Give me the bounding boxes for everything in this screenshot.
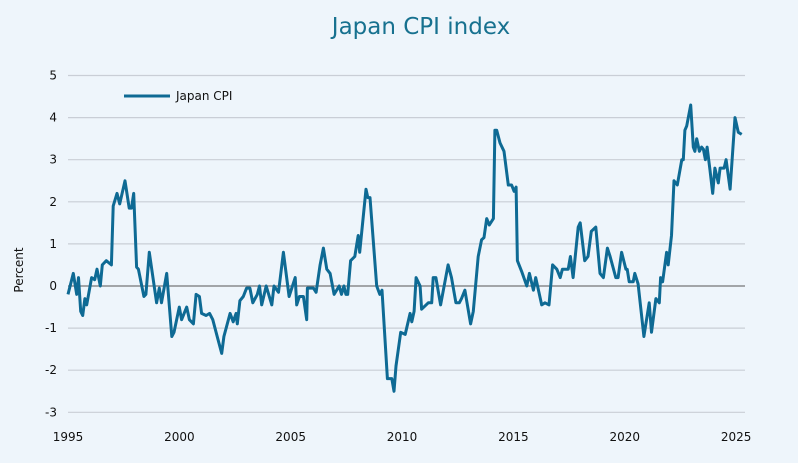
y-tick-label: 4	[49, 111, 57, 125]
y-tick-label: 5	[49, 69, 57, 83]
y-tick-label: 2	[49, 195, 57, 209]
series-line-japan-cpi	[66, 103, 743, 393]
series-group	[66, 103, 743, 393]
y-tick-label: -3	[45, 405, 57, 419]
x-tick-label: 2010	[387, 430, 418, 444]
y-tick-label: -1	[45, 321, 57, 335]
gridlines	[68, 74, 745, 413]
x-tick-label: 1995	[53, 430, 84, 444]
y-tick-label: 0	[49, 279, 57, 293]
y-axis-ticks: 5 4 3 2 1 0 -1 -2 -3	[45, 69, 57, 420]
y-tick-label: 1	[49, 237, 57, 251]
y-tick-label: -2	[45, 363, 57, 377]
chart-title: Japan CPI index	[331, 14, 511, 40]
x-tick-label: 2025	[721, 430, 752, 444]
x-tick-label: 2000	[164, 430, 195, 444]
x-tick-label: 2015	[498, 430, 529, 444]
legend-label-japan-cpi: Japan CPI	[175, 89, 232, 103]
y-tick-label: 3	[49, 153, 57, 167]
legend: Japan CPI	[124, 89, 232, 103]
x-tick-label: 2020	[609, 430, 640, 444]
x-axis-ticks: 1995 2000 2005 2010 2015 2020 2025	[53, 430, 752, 444]
y-axis-label: Percent	[12, 247, 26, 292]
x-tick-label: 2005	[275, 430, 306, 444]
